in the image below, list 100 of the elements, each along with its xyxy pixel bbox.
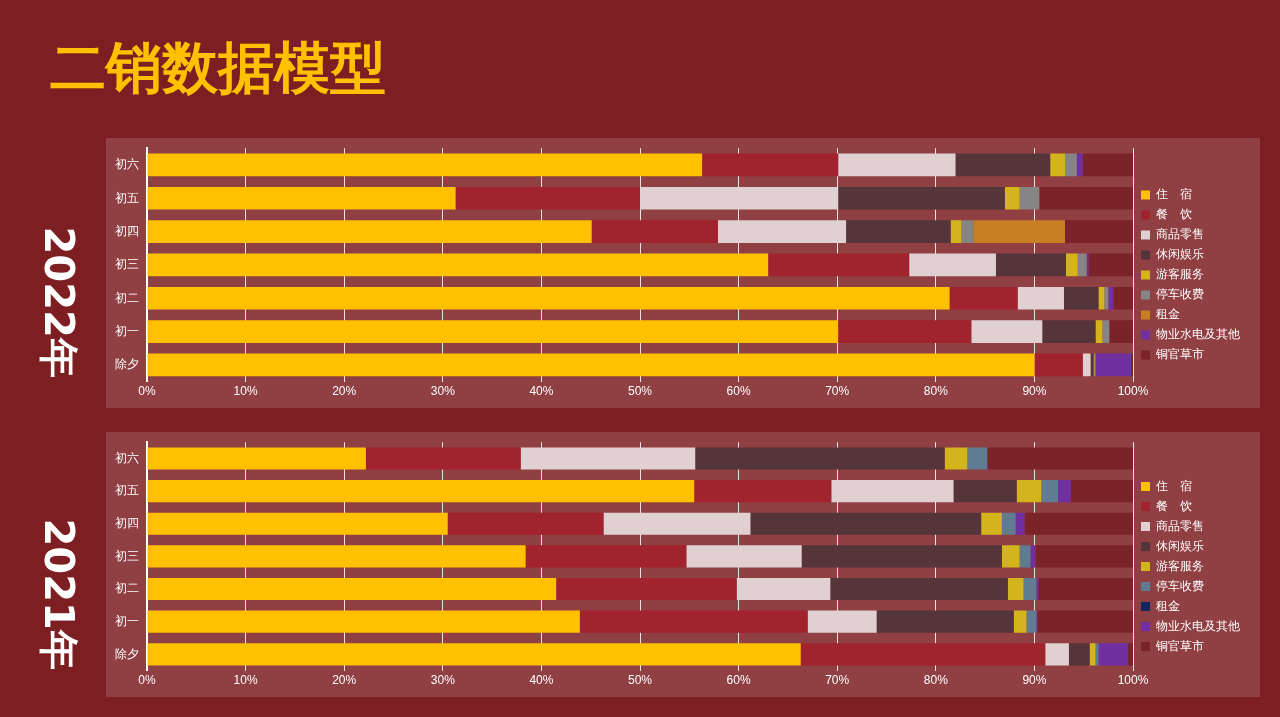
bar [1017,286,1064,310]
bar [591,220,718,243]
bar [1102,320,1110,343]
bar [961,220,974,243]
x-tick-label: 20% [332,384,357,399]
y-tick-label: 初三 [115,257,139,272]
text: 2022年 [34,226,83,378]
bar [1082,353,1091,377]
bar [1076,153,1083,177]
x-tick-label: 50% [627,673,653,688]
bar [981,512,1002,535]
legend-label: 铜官草市 [1155,347,1204,362]
bar [695,447,945,470]
bar [1088,253,1133,277]
legend-label: 停车收费 [1156,578,1204,593]
bar [702,153,839,177]
legend-label: 餐 饮 [1156,207,1192,222]
legend-label: 住 宿 [1155,478,1192,493]
legend-label: 商品零售 [1156,518,1204,533]
legend-label: 游客服务 [1156,267,1204,282]
bar [1098,286,1105,310]
bar [1016,480,1042,503]
bar [147,320,839,343]
bar [1013,610,1027,633]
bar [147,447,366,470]
bar [1019,545,1031,568]
y-tick-label: 除夕 [115,357,139,372]
bar [1037,610,1133,633]
bar [147,643,801,666]
bar [1042,320,1096,343]
bar [1070,480,1133,503]
bar [1034,353,1083,377]
bar [831,480,954,503]
text: 2021年 [34,518,83,670]
bar [1065,253,1078,277]
bar [694,480,832,503]
bar [147,512,448,535]
bar [147,480,695,503]
bar [953,480,1017,503]
bar [1064,153,1077,177]
x-tick-label: 70% [825,384,850,399]
bar [955,153,1051,177]
bar [1077,253,1087,277]
x-tick-label: 80% [923,384,949,399]
bar [1038,577,1133,601]
bar [750,512,982,535]
x-tick-label: 90% [1022,384,1047,399]
y-tick-label: 初二 [115,581,139,596]
x-tick-label: 30% [430,673,456,688]
y-tick-label: 初一 [115,323,139,338]
x-tick-label: 80% [923,673,949,688]
bar [971,320,1043,343]
bar [717,220,847,243]
bar [838,320,972,343]
y-tick-label: 初六 [115,157,139,172]
bar [846,220,951,243]
bar [1015,512,1025,535]
x-tick-label: 0% [138,673,156,688]
bar [147,186,456,210]
bar [147,545,526,568]
bar [800,643,1046,666]
bar [1024,512,1133,535]
bar [1004,186,1020,210]
bar [950,220,962,243]
legend-label: 休闲娱乐 [1156,538,1204,553]
bar [988,447,1133,470]
bar [1098,643,1129,666]
bar [147,220,592,243]
bar [147,153,703,177]
bar [147,577,557,601]
bar [1001,512,1016,535]
bar [1063,286,1099,310]
bar [1109,320,1133,343]
y-tick-label: 初四 [115,223,139,238]
bar [1045,643,1069,666]
x-tick-label: 40% [529,384,554,399]
bar [447,512,604,535]
x-tick-label: 10% [233,673,258,688]
bar [909,253,996,277]
chart-title: 二销数据模型 [50,35,386,100]
bar [1019,186,1040,210]
bar [1095,353,1132,377]
bar [520,447,696,470]
legend-label: 餐 饮 [1156,498,1192,513]
bar [365,447,521,470]
x-tick-label: 100% [1117,673,1149,688]
bar [736,577,831,601]
y-tick-label: 初二 [115,290,139,305]
x-tick-label: 0% [138,384,156,399]
y-tick-label: 初五 [115,483,139,498]
y-tick-label: 除夕 [115,646,139,661]
y-tick-label: 初四 [115,516,139,531]
x-tick-label: 100% [1117,384,1149,399]
bar [147,286,950,310]
bar [640,186,839,210]
y-tick-label: 初三 [115,548,139,563]
bar [147,610,580,633]
bar [1108,286,1114,310]
y-tick-label: 初一 [115,613,139,628]
bar [768,253,910,277]
